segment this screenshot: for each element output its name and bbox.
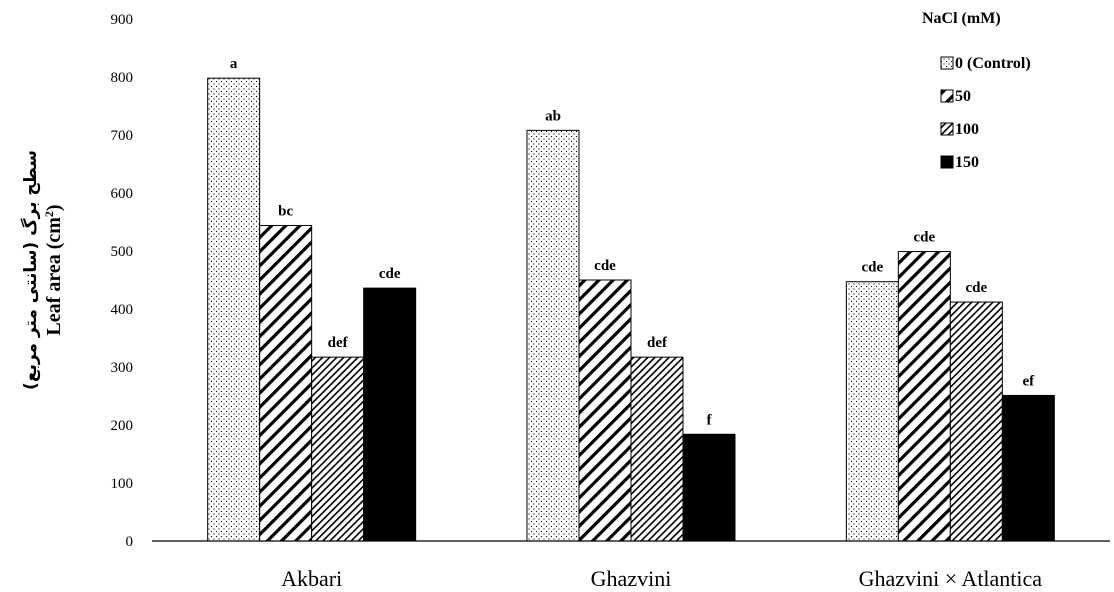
y-axis-ticks: 0 100 200 300 400 500 600 700 800 900 [111,12,134,550]
x-category-label: Ghazvini × Atlantica [859,566,1043,591]
bar-ghazvini-150 [682,433,736,542]
legend-entry-label: 150 [955,154,979,171]
bar-ghazvini-atlantica-50 [897,251,951,542]
bar-significance-label: cde [379,266,401,282]
bar-ghazvini-100 [630,356,684,542]
legend-title: NaCl (mM) [922,10,1001,27]
bar-ghazvini-atlantica-100 [949,301,1003,542]
bar-akbari-50 [259,224,313,542]
legend-entry-label: 100 [955,121,979,138]
y-tick-label: 400 [111,302,134,318]
bar-significance-label: def [647,335,668,351]
x-category-label: Ghazvini [591,566,672,591]
legend-swatch [940,122,954,136]
y-tick-label: 200 [111,418,134,434]
bar-akbari-150 [363,287,417,542]
bar-ghazvini-0-control [526,129,580,542]
bar-ghazvini-atlantica-0-control [845,281,899,542]
legend: NaCl (mM) 0 (Control) 50 100 150 [922,10,1031,171]
y-tick-label: 300 [111,360,134,376]
bar-significance-label: f [707,412,713,428]
x-category-label: Akbari [281,566,342,591]
legend-swatch [940,89,954,103]
y-tick-label: 900 [111,12,134,28]
bars-group [207,77,1055,542]
bar-labels-group: a bc def cde ab cde def f cde cde cde ef [230,56,1035,428]
bar-significance-label: cde [913,230,935,246]
bar-ghazvini-50 [578,279,632,542]
y-tick-label: 600 [111,186,134,202]
bar-significance-label: def [328,335,349,351]
y-axis-title: سطح برگ (سانتی متر مربع) Leaf area (cm2) [21,150,65,390]
bar-significance-label: a [230,56,238,72]
legend-entry-label: 50 [955,88,971,105]
legend-swatch [940,56,954,70]
bar-akbari-100 [311,356,365,542]
y-axis-title-persian: سطح برگ (سانتی متر مربع) [21,150,41,390]
bar-significance-label: cde [861,260,883,276]
bar-significance-label: cde [594,258,616,274]
legend-entry-label: 0 (Control) [955,55,1031,72]
y-tick-label: 0 [126,534,134,550]
bar-significance-label: ab [545,108,561,124]
x-axis-category-labels: Akbari Ghazvini Ghazvini × Atlantica [281,566,1042,591]
y-tick-label: 700 [111,128,134,144]
bar-significance-label: ef [1023,373,1036,389]
y-tick-label: 800 [111,70,134,86]
bar-significance-label: bc [278,203,293,219]
y-tick-label: 500 [111,244,134,260]
bar-akbari-0-control [207,77,261,542]
y-tick-label: 100 [111,476,134,492]
bar-significance-label: cde [965,280,987,296]
bar-ghazvini-atlantica-150 [1001,394,1055,542]
legend-swatch [940,155,954,169]
y-axis-title-english: Leaf area (cm2) [42,204,65,335]
